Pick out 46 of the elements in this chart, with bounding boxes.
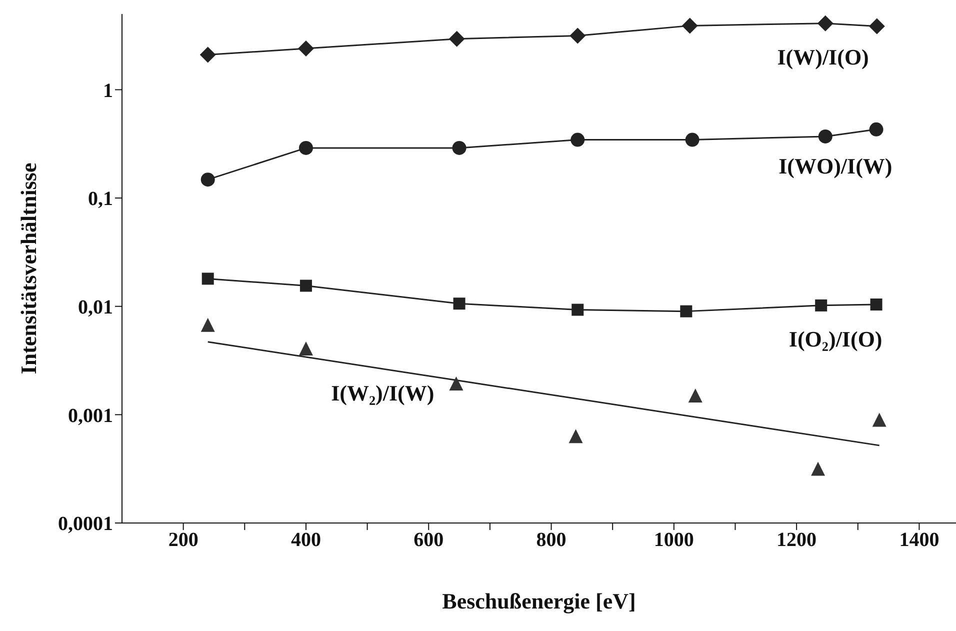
series-label: I(W₂)/I(W) [331,380,434,405]
point [818,129,832,144]
x-tick-label: 1400 [899,529,940,552]
point [452,140,466,155]
x-tick-label: 1200 [776,529,817,552]
point [870,298,882,311]
point [453,298,466,310]
point [572,304,584,316]
point [449,376,464,390]
point [298,40,314,57]
point [811,462,826,476]
point [200,172,215,187]
y-axis-title: Intensitätsverhältnisse [16,162,41,374]
series-label: I(W)/I(O) [777,44,869,69]
point [688,388,702,403]
point [448,30,465,47]
y-tick-label: 0,1 [88,188,113,210]
point [872,412,886,427]
y-tick-label: 0,0001 [58,513,113,536]
x-tick-label: 400 [290,529,321,552]
y-tick-label: 0,01 [78,296,113,318]
point [685,132,700,147]
point [682,18,698,34]
x-tick-label: 600 [414,529,444,552]
point [817,15,834,32]
point [200,46,216,63]
point [200,318,215,332]
x-tick-label: 800 [536,529,566,552]
point [815,299,828,312]
y-tick-label: 1 [103,80,113,102]
point [869,122,884,136]
x-tick-label: 200 [168,529,198,552]
point [868,18,885,34]
series-label: I(O₂)/I(O) [788,326,882,352]
point [568,429,583,444]
point [680,305,692,318]
point [298,341,313,356]
x-tick-label: 1000 [654,529,694,552]
point [202,272,214,285]
point [298,140,313,155]
series-label: I(WO)/I(W) [778,152,892,178]
x-axis-title: Beschußenergie [eV] [442,588,636,614]
point [570,28,586,44]
y-tick-label: 0,001 [68,404,113,427]
point [570,132,585,147]
point [300,280,312,292]
